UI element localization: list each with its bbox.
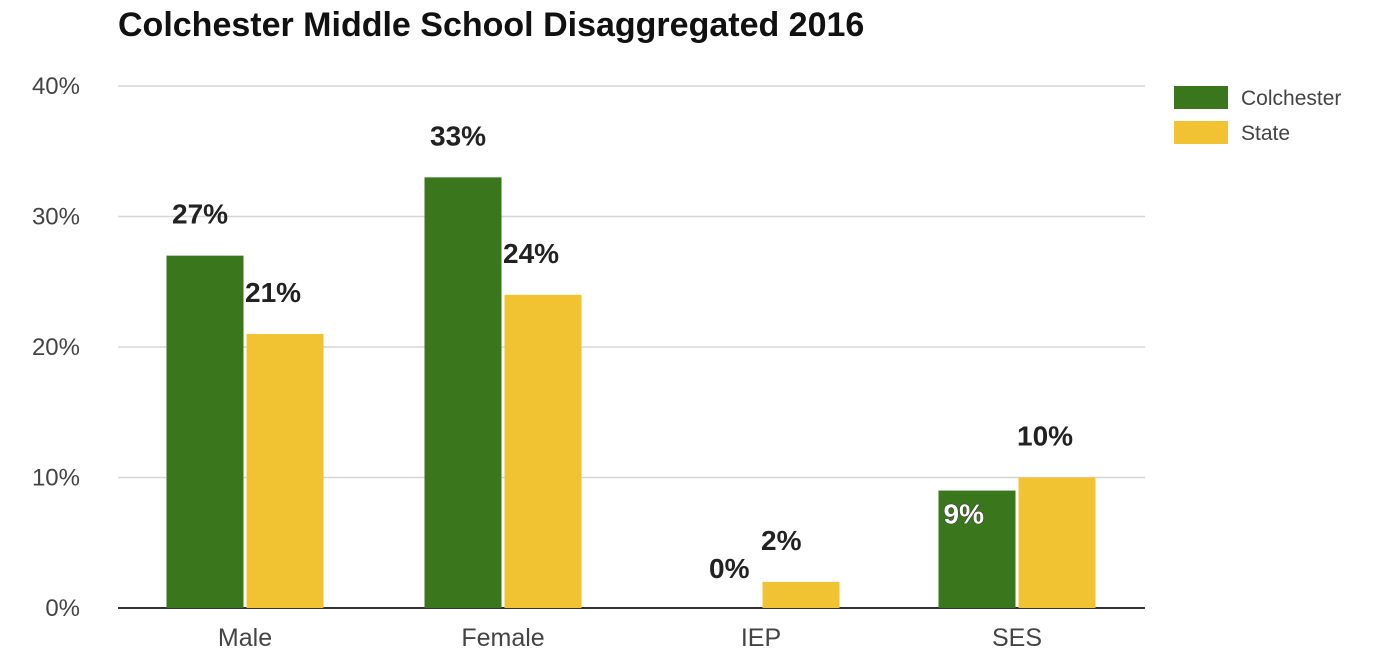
data-label-colchester-ses: 9% [944, 499, 985, 530]
x-axis-category-labels: Male Female IEP SES [218, 624, 1042, 652]
bar-colchester-male [166, 255, 244, 608]
data-label-colchester-male: 27% [172, 199, 228, 230]
bar-colchester-ses [938, 490, 1016, 608]
legend-label-colchester: Colchester [1241, 87, 1341, 110]
y-tick-label: 20% [32, 334, 80, 361]
bars [166, 177, 1096, 608]
chart-title: Colchester Middle School Disaggregated 2… [118, 6, 864, 44]
x-category-label: IEP [741, 624, 781, 652]
bar-state-iep [762, 581, 840, 608]
y-tick-label: 30% [32, 204, 80, 231]
legend-swatch-state [1174, 121, 1228, 144]
y-tick-label: 40% [32, 73, 80, 100]
bar-state-ses [1018, 477, 1096, 608]
data-label-state-male: 21% [245, 277, 301, 308]
y-tick-label: 0% [45, 595, 80, 622]
x-category-label: Male [218, 624, 272, 652]
bar-colchester-female [424, 177, 502, 608]
data-label-state-female: 24% [503, 238, 559, 269]
x-category-label: Female [461, 624, 544, 652]
data-label-state-ses: 10% [1017, 421, 1073, 452]
y-axis-tick-labels: 0% 10% 20% 30% 40% [32, 73, 80, 622]
legend-swatch-colchester [1174, 86, 1228, 109]
data-label-colchester-iep: 0% [709, 553, 750, 584]
x-category-label: SES [992, 624, 1042, 652]
legend-label-state: State [1241, 122, 1290, 145]
data-label-state-iep: 2% [761, 525, 802, 556]
y-tick-label: 10% [32, 465, 80, 492]
data-labels: 27% 21% 33% 24% 0% 2% 9% 10% [172, 120, 1073, 584]
bar-state-female [504, 294, 582, 608]
bar-state-male [246, 333, 324, 608]
legend: Colchester State [1174, 86, 1341, 145]
data-label-colchester-female: 33% [430, 120, 486, 151]
